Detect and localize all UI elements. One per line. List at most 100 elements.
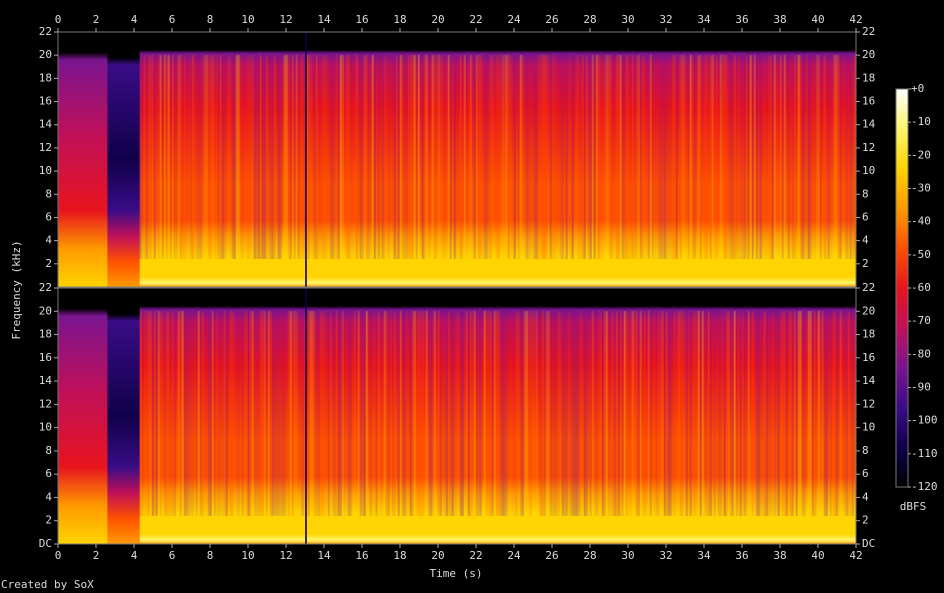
- spectrogram-column: [319, 311, 322, 516]
- colorbar-tick-label: -120: [911, 480, 938, 493]
- x-tick-label: 32: [659, 549, 672, 562]
- spectrogram-column: [631, 311, 634, 516]
- spectrogram-column: [835, 311, 838, 516]
- spectrogram-column: [763, 311, 766, 516]
- spectrogram-column: [339, 311, 342, 516]
- spectrogram-column: [699, 311, 702, 516]
- spectrogram-column: [477, 54, 480, 259]
- spectrogram-column: [649, 54, 652, 259]
- spectrogram-column: [231, 311, 234, 516]
- spectrogram-column: [776, 55, 778, 259]
- y-tick-label: 4: [45, 234, 52, 247]
- spectrogram-column: [265, 54, 268, 259]
- spectrogram-column: [363, 54, 366, 259]
- spectrogram-column: [293, 311, 296, 516]
- spectrogram-column: [553, 54, 556, 259]
- spectrogram-column: [217, 311, 220, 516]
- spectrogram-column: [771, 311, 774, 516]
- spectrogram-column: [233, 54, 236, 259]
- spectrogram-column: [595, 311, 598, 516]
- spectrogram-column: [739, 54, 742, 259]
- spectrogram-column: [351, 54, 354, 259]
- spectrogram-column: [617, 54, 620, 259]
- spectrogram-column: [467, 311, 470, 516]
- spectrogram-column: [209, 54, 212, 259]
- spectrogram-column: [257, 54, 260, 259]
- spectrogram-column: [149, 311, 152, 516]
- spectrogram-column: [421, 54, 424, 259]
- spectrogram-column: [597, 54, 600, 259]
- spectrogram-column: [279, 54, 282, 259]
- spectrogram-column: [721, 311, 724, 516]
- spectrogram-column: [375, 311, 378, 516]
- spectrogram-column: [329, 311, 332, 516]
- spectrogram-column: [417, 54, 420, 259]
- spectrogram-column: [329, 54, 332, 259]
- colorbar-tick-label: -90: [911, 381, 931, 394]
- panel-frame: [57, 31, 857, 288]
- spectrogram-column: [833, 54, 836, 259]
- x-tick-label: 18: [393, 549, 406, 562]
- spectrogram-column: [588, 311, 590, 516]
- spectrogram-column: [731, 54, 734, 259]
- spectrogram-column: [803, 54, 806, 259]
- spectrogram-column: [631, 54, 634, 259]
- spectrogram-column: [842, 311, 844, 516]
- spectrogram-column: [743, 54, 746, 259]
- spectrogram-column: [569, 54, 572, 259]
- y-tick-label: 2: [862, 514, 869, 527]
- spectrogram-column: [147, 311, 150, 516]
- spectrogram-column: [171, 54, 174, 259]
- spectrogram-column: [549, 54, 552, 259]
- spectrogram-column: [357, 54, 360, 259]
- spectrogram-column: [759, 54, 762, 259]
- spectrogram-column: [511, 311, 514, 516]
- spectrogram-column: [349, 54, 352, 259]
- spectrogram-column: [829, 54, 832, 259]
- spectrogram-column: [273, 54, 276, 259]
- spectrogram-column: [281, 311, 284, 516]
- spectrogram-column: [392, 55, 394, 259]
- spectrogram-column: [573, 311, 576, 516]
- spectrogram-column: [807, 311, 810, 516]
- spectrogram-column: [661, 311, 664, 516]
- spectrogram-column: [483, 311, 486, 516]
- spectrogram-column: [773, 311, 776, 516]
- spectrogram-column: [413, 311, 416, 516]
- colorbar-tick-label: +0: [911, 82, 924, 95]
- spectrogram-column: [773, 54, 776, 259]
- spectrogram-column: [479, 311, 482, 516]
- spectrogram-column: [226, 55, 228, 259]
- spectrogram-column: [379, 311, 382, 516]
- spectrogram-column: [527, 54, 530, 259]
- spectrogram-column: [183, 54, 186, 259]
- spectrogram-column: [801, 311, 804, 516]
- spectrogram-column: [377, 311, 380, 516]
- spectrogram-column: [399, 54, 402, 259]
- spectrogram-column: [286, 311, 288, 516]
- spectrogram-column: [409, 54, 412, 259]
- spectrogram-column: [591, 54, 594, 259]
- spectrogram-column: [749, 54, 752, 259]
- spectrogram-column: [767, 311, 770, 516]
- y-tick-label: 16: [39, 351, 52, 364]
- spectrogram-column: [429, 54, 432, 259]
- spectrogram-column: [423, 54, 426, 259]
- spectrogram-column: [799, 311, 802, 516]
- spectrogram-column: [737, 54, 740, 259]
- x-tick-label: 40: [811, 549, 824, 562]
- spectrogram-column: [213, 311, 216, 516]
- spectrogram-column: [249, 311, 252, 516]
- spectrogram-column: [735, 54, 738, 259]
- spectrogram-column: [297, 54, 300, 259]
- spectrogram-column: [191, 54, 194, 259]
- spectrogram-column: [629, 311, 632, 516]
- spectrogram-column: [263, 311, 266, 516]
- y-tick-label: 12: [862, 141, 875, 154]
- spectrogram-column: [761, 54, 764, 259]
- spectrogram-column: [579, 54, 582, 259]
- colorbar-tick-label: -20: [911, 148, 931, 161]
- spectrogram-column: [747, 311, 750, 516]
- spectrogram-column: [461, 311, 464, 516]
